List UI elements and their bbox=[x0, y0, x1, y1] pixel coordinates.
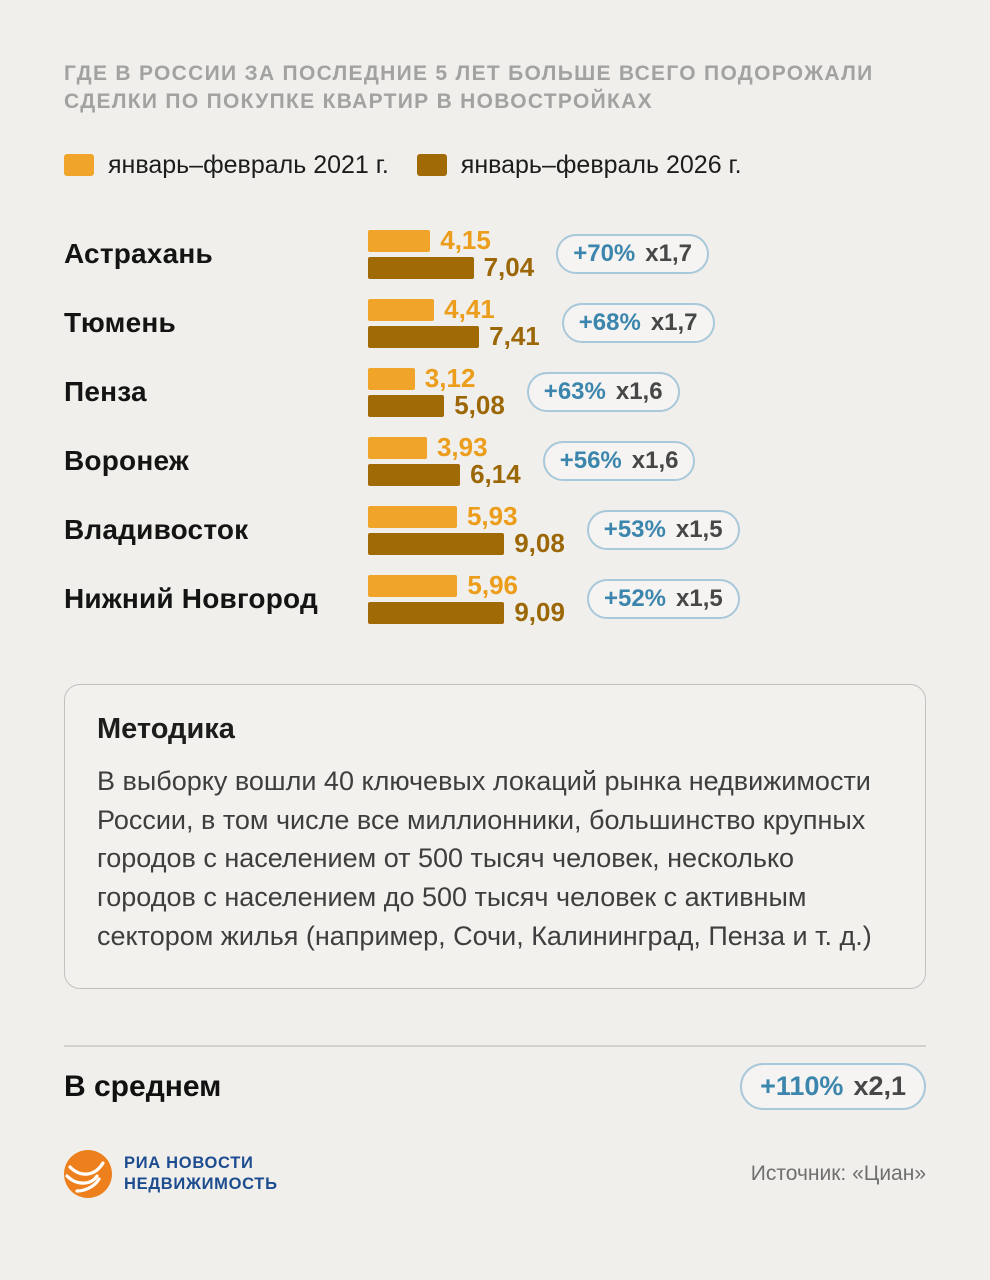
legend-item-2026: январь–февраль 2026 г. bbox=[416, 150, 742, 180]
growth-percent: +68% bbox=[578, 309, 641, 337]
brand-line1: РИА Новости bbox=[124, 1154, 254, 1173]
bar-group: 3,93 6,14 bbox=[368, 432, 521, 489]
city-label: Астрахань bbox=[64, 238, 213, 270]
bar-value-2021: 5,96 bbox=[467, 570, 518, 601]
growth-multiplier: x1,5 bbox=[676, 585, 723, 613]
chart-row: Пенза 3,12 5,08 +63% x1,6 bbox=[64, 358, 926, 427]
bar-value-2026: 5,08 bbox=[454, 390, 505, 421]
city-label: Нижний Новгород bbox=[64, 583, 318, 615]
average-multiplier: x2,1 bbox=[853, 1071, 906, 1102]
legend-label-2026: январь–февраль 2026 г. bbox=[460, 150, 742, 179]
bar-2026 bbox=[368, 532, 505, 555]
divider bbox=[64, 1045, 926, 1048]
growth-multiplier: x1,6 bbox=[631, 447, 679, 475]
growth-badge: +52% x1,5 bbox=[586, 579, 740, 620]
bar-value-2021: 4,41 bbox=[444, 294, 495, 325]
city-label: Воронеж bbox=[64, 445, 189, 477]
page-title: ГДЕ В РОССИИ ЗА ПОСЛЕДНИЕ 5 ЛЕТ БОЛЬШЕ В… bbox=[64, 62, 874, 114]
bar-value-2021: 4,15 bbox=[440, 225, 491, 256]
average-row: В среднем +110% x2,1 bbox=[64, 1063, 926, 1111]
brand-text: РИА Новости Недвижимость bbox=[124, 1153, 278, 1194]
bar-2026 bbox=[368, 601, 505, 624]
chart-row: Астрахань 4,15 7,04 +70% x1,7 bbox=[64, 220, 926, 289]
average-label: В среднем bbox=[64, 1069, 222, 1103]
city-label: Владивосток bbox=[64, 514, 249, 546]
bar-2021 bbox=[368, 229, 431, 252]
growth-percent: +52% bbox=[603, 585, 667, 613]
ria-logo-icon bbox=[64, 1150, 112, 1199]
legend-item-2021: январь–февраль 2021 г. bbox=[64, 151, 389, 180]
chart-row: Воронеж 3,93 6,14 +56% x1,6 bbox=[64, 427, 926, 496]
average-badge: +110% x2,1 bbox=[740, 1063, 926, 1111]
bar-2021 bbox=[368, 574, 458, 597]
methodology-text: В выборку вошли 40 ключевых локаций рынк… bbox=[97, 765, 872, 952]
chart-row: Владивосток 5,93 9,08 +53% x1,5 bbox=[64, 496, 926, 565]
legend: январь–февраль 2021 г. январь–февраль 20… bbox=[64, 151, 926, 180]
methodology-heading: Методика bbox=[97, 712, 235, 745]
growth-badge: +53% x1,5 bbox=[586, 510, 740, 551]
average-percent: +110% bbox=[760, 1071, 844, 1102]
bar-2021 bbox=[368, 505, 457, 528]
bar-2026 bbox=[368, 394, 445, 417]
legend-label-2021: январь–февраль 2021 г. bbox=[108, 150, 389, 179]
bar-group: 3,12 5,08 bbox=[368, 363, 505, 420]
legend-swatch-2026-icon bbox=[416, 154, 447, 177]
bar-value-2026: 7,04 bbox=[483, 252, 535, 283]
bar-value-2021: 3,12 bbox=[424, 363, 476, 394]
bar-value-2026: 7,41 bbox=[489, 321, 540, 352]
bar-group: 5,96 9,09 bbox=[368, 570, 565, 627]
bar-value-2021: 3,93 bbox=[436, 432, 488, 463]
bar-2021 bbox=[368, 367, 415, 390]
bar-group: 4,15 7,04 bbox=[368, 225, 534, 282]
bar-2026 bbox=[368, 463, 461, 486]
brand: РИА Новости Недвижимость bbox=[64, 1150, 278, 1199]
bar-value-2026: 9,08 bbox=[514, 528, 565, 559]
growth-multiplier: x1,6 bbox=[615, 378, 663, 406]
legend-swatch-2021-icon bbox=[64, 154, 94, 177]
brand-line2: Недвижимость bbox=[124, 1175, 278, 1194]
bar-group: 4,41 7,41 bbox=[368, 294, 540, 351]
growth-badge: +68% x1,7 bbox=[561, 303, 715, 344]
bar-2026 bbox=[368, 325, 480, 348]
footer: РИА Новости Недвижимость Источник: «Циан… bbox=[64, 1150, 926, 1199]
growth-percent: +56% bbox=[559, 447, 622, 475]
growth-badge: +56% x1,6 bbox=[542, 441, 696, 482]
growth-multiplier: x1,7 bbox=[645, 240, 692, 268]
growth-badge: +63% x1,6 bbox=[526, 372, 680, 413]
bar-2021 bbox=[368, 436, 427, 459]
chart-row: Тюмень 4,41 7,41 +68% x1,7 bbox=[64, 289, 926, 358]
bar-2021 bbox=[368, 298, 435, 321]
methodology-box: Методика В выборку вошли 40 ключевых лок… bbox=[64, 683, 926, 990]
bar-group: 5,93 9,08 bbox=[368, 501, 565, 558]
growth-percent: +53% bbox=[603, 516, 666, 544]
source-label: Источник: «Циан» bbox=[750, 1162, 926, 1186]
growth-multiplier: x1,5 bbox=[675, 516, 723, 544]
growth-multiplier: x1,7 bbox=[650, 309, 698, 337]
bar-2026 bbox=[368, 256, 474, 279]
bar-value-2026: 9,09 bbox=[514, 597, 565, 628]
city-label: Пенза bbox=[64, 376, 147, 408]
bar-value-2021: 5,93 bbox=[466, 501, 518, 532]
growth-percent: +70% bbox=[573, 240, 636, 268]
bar-chart: Астрахань 4,15 7,04 +70% x1,7 Тюмень 4,41 7,41 +… bbox=[64, 220, 926, 634]
chart-row: Нижний Новгород 5,96 9,09 +52% x1,5 bbox=[64, 565, 926, 634]
growth-percent: +63% bbox=[543, 378, 606, 406]
city-label: Тюмень bbox=[64, 307, 176, 339]
bar-value-2026: 6,14 bbox=[470, 459, 521, 490]
growth-badge: +70% x1,7 bbox=[556, 234, 709, 275]
